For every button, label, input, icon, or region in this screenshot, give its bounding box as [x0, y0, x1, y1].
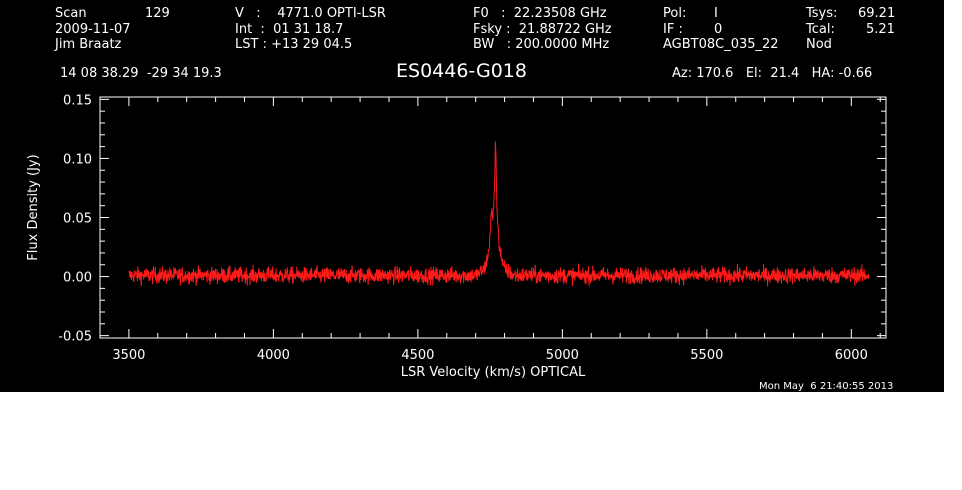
y-tick-label: 0.00: [63, 271, 92, 286]
x-tick-label: 5500: [690, 348, 723, 363]
spectrum-chart: 3500 4000 4500 5000 5500 6000 -0.05 0.00 0.05 0.1…: [26, 93, 887, 380]
source-coords: 14 08 38.29 -29 34 19.3: [60, 66, 222, 81]
pol-label: Pol:: [663, 6, 687, 21]
plot-panel: [0, 0, 944, 392]
lst-info: LST : +13 29 04.5: [235, 37, 353, 52]
x-tick-label: 4500: [401, 348, 434, 363]
y-tick-label: 0.10: [63, 152, 92, 167]
velocity-info: V : 4771.0 OPTI-LSR: [235, 6, 386, 21]
tcal-label: Tcal:: [806, 22, 835, 37]
if-label: IF :: [663, 22, 683, 37]
scan-label: Scan: [55, 6, 87, 21]
y-tick-label: 0.15: [63, 93, 92, 108]
x-tick-label: 5000: [546, 348, 579, 363]
tsys-value: 69.21: [858, 6, 896, 21]
obs-mode: Nod: [806, 37, 832, 52]
tcal-value: 5.21: [866, 22, 895, 37]
fsky-info: Fsky : 21.88722 GHz: [473, 22, 612, 37]
y-tick-label: 0.05: [63, 212, 92, 227]
f0-info: F0 : 22.23508 GHz: [473, 6, 607, 21]
spectrum-trace: [128, 141, 870, 287]
y-axis-label: Flux Density (Jy): [26, 154, 41, 260]
pol-value: I: [714, 6, 718, 21]
tsys-label: Tsys:: [806, 6, 838, 21]
if-value: 0: [714, 22, 723, 37]
x-tick-label: 4000: [257, 348, 290, 363]
source-name: ES0446-G018: [396, 60, 527, 82]
observer: Jim Braatz: [55, 37, 122, 52]
timestamp: Mon May 6 21:40:55 2013: [759, 381, 894, 392]
x-tick-label: 3500: [112, 348, 145, 363]
scan-value: 129: [145, 6, 170, 21]
project-id: AGBT08C_035_22: [663, 37, 779, 52]
x-axis-label: LSR Velocity (km/s) OPTICAL: [401, 365, 586, 380]
integration-info: Int : 01 31 18.7: [235, 22, 344, 37]
obs-date: 2009-11-07: [55, 22, 131, 37]
x-tick-label: 6000: [835, 348, 868, 363]
az-el-ha: Az: 170.6 El: 21.4 HA: -0.66: [672, 66, 873, 81]
bandwidth-info: BW : 200.0000 MHz: [473, 37, 610, 52]
y-tick-label: -0.05: [58, 330, 92, 345]
